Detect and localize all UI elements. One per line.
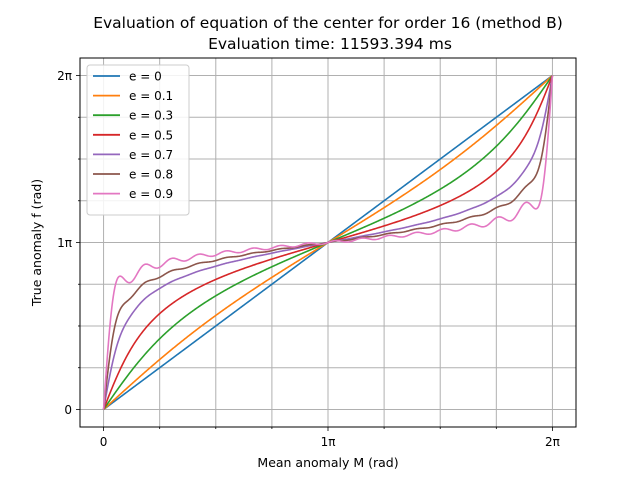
ticks: 0 1π 2π 0 1π 2π: [57, 69, 560, 449]
legend-label: e = 0.7: [129, 148, 173, 162]
x-tick-label: 2π: [545, 435, 560, 449]
legend-label: e = 0.5: [129, 128, 173, 142]
legend-label: e = 0.9: [129, 187, 173, 201]
chart-title: Evaluation of equation of the center for…: [93, 14, 563, 32]
legend-label: e = 0.8: [129, 168, 173, 182]
x-axis-label: Mean anomaly M (rad): [257, 455, 398, 470]
plot-lines: [102, 74, 554, 411]
legend: e = 0 e = 0.1 e = 0.3 e = 0.5 e = 0.7 e = 0.8…: [86, 64, 190, 216]
y-axis-label: True anomaly f (rad): [29, 179, 44, 307]
y-tick-label: 0: [64, 403, 72, 417]
series-line: [102, 75, 554, 410]
legend-label: e = 0.3: [129, 109, 173, 123]
legend-label: e = 0.1: [129, 89, 173, 103]
legend-label: e = 0: [129, 70, 162, 84]
x-tick-label: 1π: [321, 435, 336, 449]
y-tick-label: 1π: [57, 236, 72, 250]
x-tick-label: 0: [100, 435, 108, 449]
legend-frame: [86, 64, 190, 216]
chart-subtitle: Evaluation time: 11593.394 ms: [208, 35, 452, 53]
y-tick-label: 2π: [57, 69, 72, 83]
